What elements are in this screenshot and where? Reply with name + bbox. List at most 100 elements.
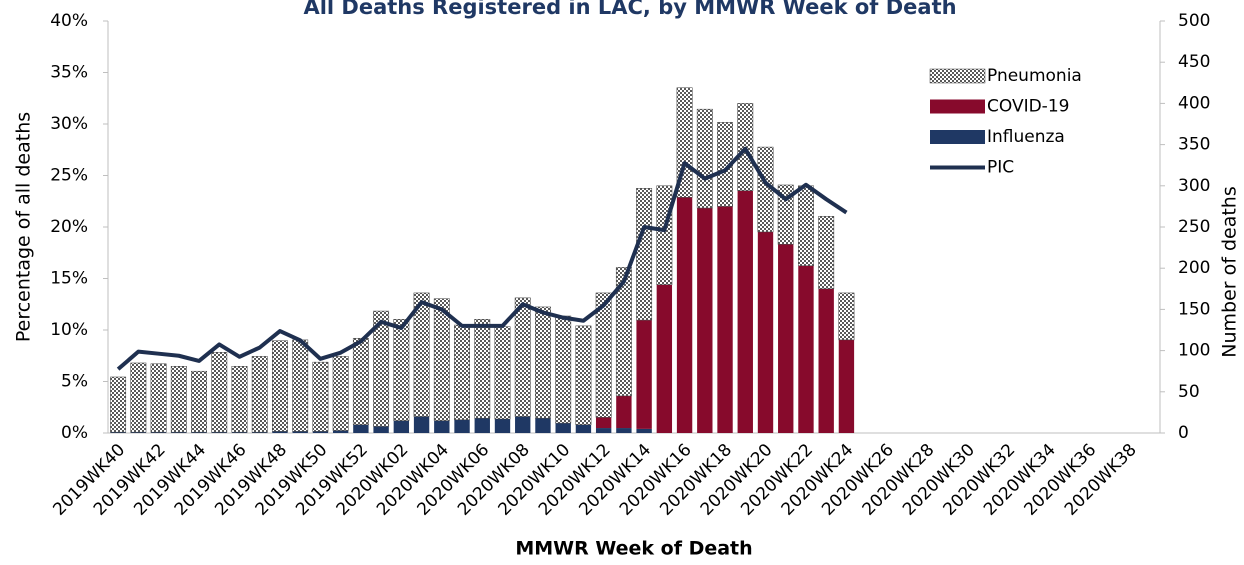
bar (535, 306, 551, 419)
y2-tick-label: 150 (1178, 299, 1210, 319)
bar (272, 431, 288, 433)
bar (555, 423, 571, 433)
bar (656, 284, 673, 433)
y2-tick-label: 400 (1178, 93, 1210, 113)
bar (676, 197, 693, 433)
bar (737, 190, 753, 433)
y2-tick-label: 350 (1178, 135, 1210, 155)
legend-label: Influenza (987, 127, 1065, 147)
bar (434, 420, 450, 433)
y-tick-label: 30% (50, 114, 88, 134)
bar (171, 432, 187, 433)
bar (252, 432, 268, 433)
bar (656, 185, 673, 285)
bar (595, 417, 612, 429)
bar (595, 292, 612, 418)
y2-tick-label: 100 (1178, 341, 1210, 361)
x-axis-title: MMWR Week of Death (515, 538, 752, 560)
bar (231, 366, 248, 433)
y2-axis-title: Number of deaths (1219, 186, 1241, 358)
bar (514, 297, 531, 417)
y2-tick-label: 200 (1178, 258, 1210, 278)
bar (616, 428, 632, 433)
bar (818, 216, 835, 290)
y2-tick-label: 50 (1178, 382, 1200, 402)
y-axis-title: Percentage of all deaths (13, 112, 35, 342)
bar (636, 188, 653, 321)
bar (778, 244, 794, 433)
y2-tick-label: 450 (1178, 52, 1210, 72)
bar (798, 185, 814, 266)
bar (110, 432, 126, 433)
bar (352, 337, 369, 426)
bar (515, 416, 531, 433)
bar (575, 325, 592, 426)
bar (494, 326, 511, 420)
line (116, 146, 848, 371)
legend-swatch (930, 99, 985, 114)
bar (332, 430, 349, 433)
bar (535, 418, 551, 433)
legend-label: Pneumonia (987, 66, 1082, 86)
bar (616, 395, 632, 429)
bar (251, 356, 268, 433)
y-tick-label: 5% (61, 372, 88, 392)
bar (798, 265, 814, 433)
bar (332, 356, 349, 431)
bar (474, 418, 490, 433)
bar (231, 432, 248, 433)
legend-label: PIC (987, 158, 1014, 178)
bar (595, 428, 612, 433)
y-tick-label: 35% (50, 63, 88, 83)
bar (272, 340, 288, 432)
bar (312, 431, 329, 433)
bar (838, 292, 855, 341)
bar (413, 416, 430, 433)
bar (615, 267, 632, 397)
chart-title: All Deaths Registered in LAC, by MMWR We… (303, 0, 956, 19)
bar (211, 432, 227, 433)
legend-label: COVID-19 (987, 97, 1069, 117)
bar (292, 339, 309, 432)
bar (130, 432, 147, 433)
bar (636, 320, 652, 429)
bar (838, 339, 855, 433)
bar (130, 362, 147, 433)
bar (393, 420, 410, 433)
bar (777, 184, 794, 245)
y2-tick-label: 250 (1178, 217, 1210, 237)
y-tick-label: 25% (50, 166, 88, 186)
y-tick-label: 40% (50, 11, 88, 31)
bar (393, 319, 410, 421)
y2-tick-label: 300 (1178, 176, 1210, 196)
bar (413, 292, 430, 417)
bar (373, 426, 389, 433)
bar (555, 315, 572, 424)
legend-swatch (929, 68, 986, 84)
bar (575, 424, 592, 433)
bar (353, 424, 369, 433)
bar (292, 431, 308, 433)
bar (494, 418, 511, 433)
bar (373, 310, 390, 427)
bar (454, 419, 470, 433)
bar (697, 208, 713, 433)
bar (818, 288, 834, 433)
y-tick-label: 0% (61, 423, 88, 443)
bar (191, 432, 207, 433)
bar (636, 428, 652, 433)
bar (757, 231, 774, 433)
bar (454, 324, 470, 421)
bar (717, 206, 733, 433)
bar (150, 432, 167, 433)
y-tick-label: 20% (50, 217, 88, 237)
bar (150, 363, 167, 433)
y-tick-label: 15% (50, 269, 88, 289)
y2-tick-label: 0 (1178, 423, 1189, 443)
bar (312, 361, 329, 432)
bar (433, 298, 450, 421)
bar (474, 319, 491, 419)
y2-tick-label: 500 (1178, 11, 1210, 31)
